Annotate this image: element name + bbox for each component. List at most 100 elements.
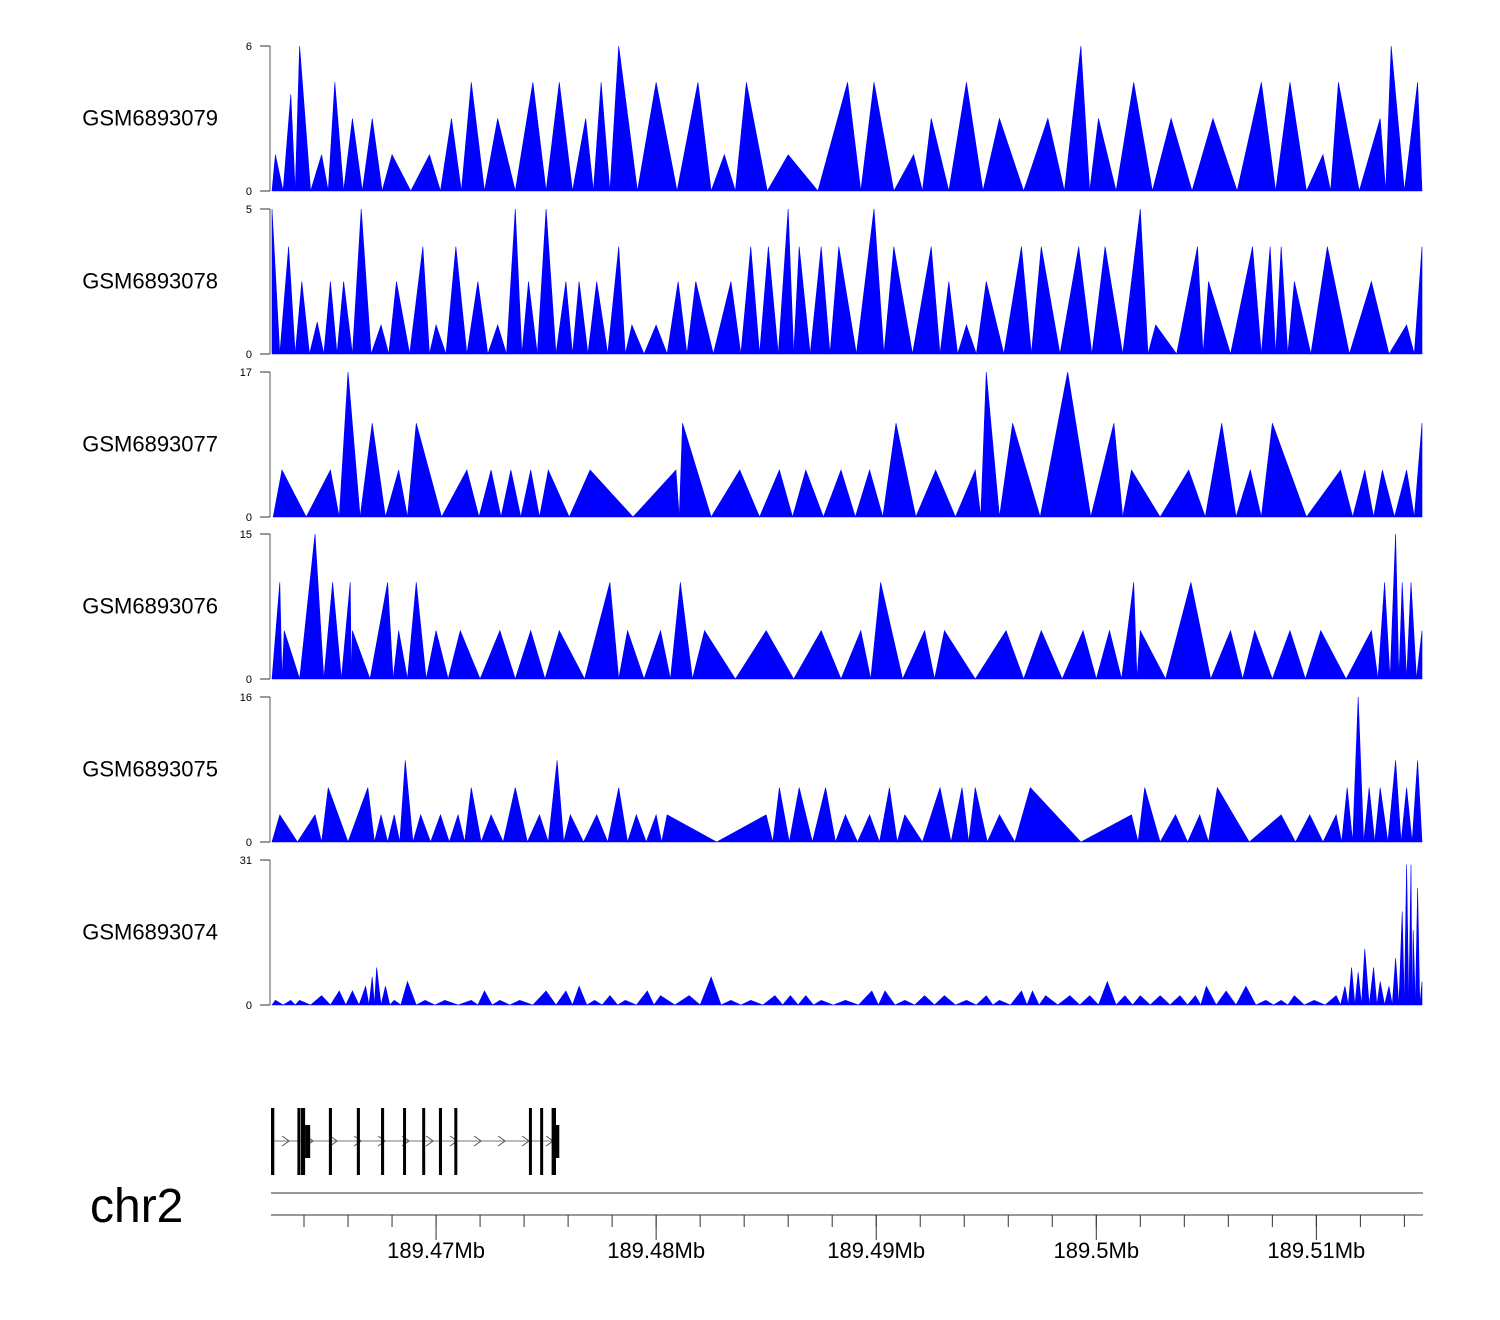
signal-peak	[1090, 423, 1124, 518]
exon	[356, 1108, 360, 1175]
signal-peak	[1098, 980, 1117, 1006]
genome-axis: 189.47Mb 189.48Mb 189.49Mb 189.5Mb 189.51Mb	[271, 1192, 1423, 1263]
track-GSM6893074: GSM6893074 31 0	[82, 855, 1423, 1012]
signal-peak	[1352, 696, 1364, 843]
signal-peak	[893, 153, 923, 192]
signal-peak	[374, 814, 389, 843]
signal-peak	[323, 281, 338, 355]
signal-peak	[661, 814, 717, 843]
signal-peak	[645, 813, 663, 843]
exon	[297, 1108, 301, 1175]
signal-peak	[294, 45, 311, 192]
signal-peak	[1003, 246, 1032, 355]
signal-peak	[933, 995, 957, 1006]
signal-peak	[1131, 995, 1151, 1006]
signal-peak	[999, 423, 1041, 518]
signal-peak	[1374, 787, 1389, 843]
signal-peak	[271, 154, 284, 192]
signal-peak	[409, 246, 430, 355]
strand-arrow-icon	[377, 1135, 386, 1147]
signal-peak	[279, 246, 296, 355]
signal-peak	[1031, 246, 1061, 355]
signal-peak	[982, 117, 1025, 192]
signal-peak	[464, 787, 482, 843]
signal-peak	[271, 208, 281, 355]
signal-peak	[1176, 246, 1204, 355]
signal-peak	[870, 582, 903, 680]
signal-peak	[686, 281, 714, 355]
signal-peak	[1408, 864, 1413, 1006]
signal-peak	[521, 281, 538, 355]
signal-peak	[1248, 814, 1296, 843]
signal-peak	[666, 281, 688, 355]
gene-model-track	[271, 1108, 560, 1175]
signal-peak	[922, 118, 950, 192]
signal-peak	[939, 281, 958, 355]
signal-peak	[1023, 629, 1063, 680]
signal-peak	[457, 999, 479, 1006]
signal-peak	[385, 470, 408, 518]
signal-peak	[1200, 985, 1217, 1006]
signal-peak	[310, 154, 329, 192]
exon	[403, 1108, 407, 1175]
signal-peak	[710, 469, 761, 518]
signal-peak	[1215, 990, 1237, 1006]
signal-peak	[601, 995, 619, 1006]
signal-peak	[710, 153, 736, 192]
signal-peak	[369, 582, 394, 680]
strand-arrow-icon	[281, 1135, 290, 1147]
signal-peak	[1376, 981, 1385, 1006]
x-tick-label: 189.48Mb	[607, 1238, 705, 1263]
signal-peak	[447, 629, 481, 680]
exon	[454, 1108, 458, 1175]
signal-peak	[1059, 246, 1093, 355]
signal-peak	[1261, 423, 1307, 518]
signal-peak	[1095, 629, 1122, 680]
signal-peak	[882, 423, 917, 518]
track-GSM6893079: GSM6893079 6 0	[82, 41, 1423, 198]
signal-peak	[678, 423, 712, 518]
signal-peak	[336, 281, 353, 355]
signal-peak	[976, 281, 1005, 355]
signal-peak	[957, 324, 977, 355]
signal-peak	[1340, 986, 1349, 1006]
signal-peak	[400, 980, 417, 1006]
signal-peak	[856, 208, 885, 355]
signal-peak	[1038, 995, 1059, 1006]
signal-peak	[416, 999, 436, 1006]
signal-peak	[341, 582, 352, 680]
signal-peak	[1373, 470, 1395, 518]
signal-peak	[1398, 911, 1405, 1006]
signal-peak	[345, 990, 360, 1006]
strand-arrow-icon	[497, 1135, 506, 1147]
signal-peak	[1377, 582, 1391, 680]
signal-peak	[545, 82, 573, 192]
exon	[551, 1108, 556, 1175]
signal-peak	[1345, 629, 1379, 680]
signal-peak	[410, 153, 441, 192]
signal-peak	[968, 787, 988, 843]
signal-peak	[1341, 787, 1354, 843]
y-tick-label-max: 15	[240, 529, 252, 541]
signal-peak	[975, 995, 994, 1006]
signal-peak	[448, 813, 466, 843]
signal-peak	[1187, 813, 1209, 843]
signal-peak	[1026, 990, 1040, 1006]
strand-arrow-icon	[425, 1135, 434, 1147]
signal-peak	[643, 629, 671, 680]
signal-peak	[584, 582, 620, 680]
signal-peak	[1261, 246, 1276, 355]
signal-peak	[1137, 787, 1161, 843]
signal-peak	[833, 1000, 859, 1006]
signal-peak	[1354, 972, 1362, 1006]
signal-peak	[1255, 999, 1275, 1006]
signal-peak	[761, 995, 784, 1006]
signal-peak	[809, 246, 831, 355]
signal-peak	[338, 371, 361, 518]
signal-peak	[1210, 629, 1244, 680]
signal-peak	[635, 990, 655, 1006]
track-GSM6893076: GSM6893076 15 0	[82, 529, 1423, 686]
track-label: GSM6893079	[82, 106, 218, 131]
signal-peak	[716, 814, 774, 843]
signal-peak	[1091, 246, 1124, 355]
